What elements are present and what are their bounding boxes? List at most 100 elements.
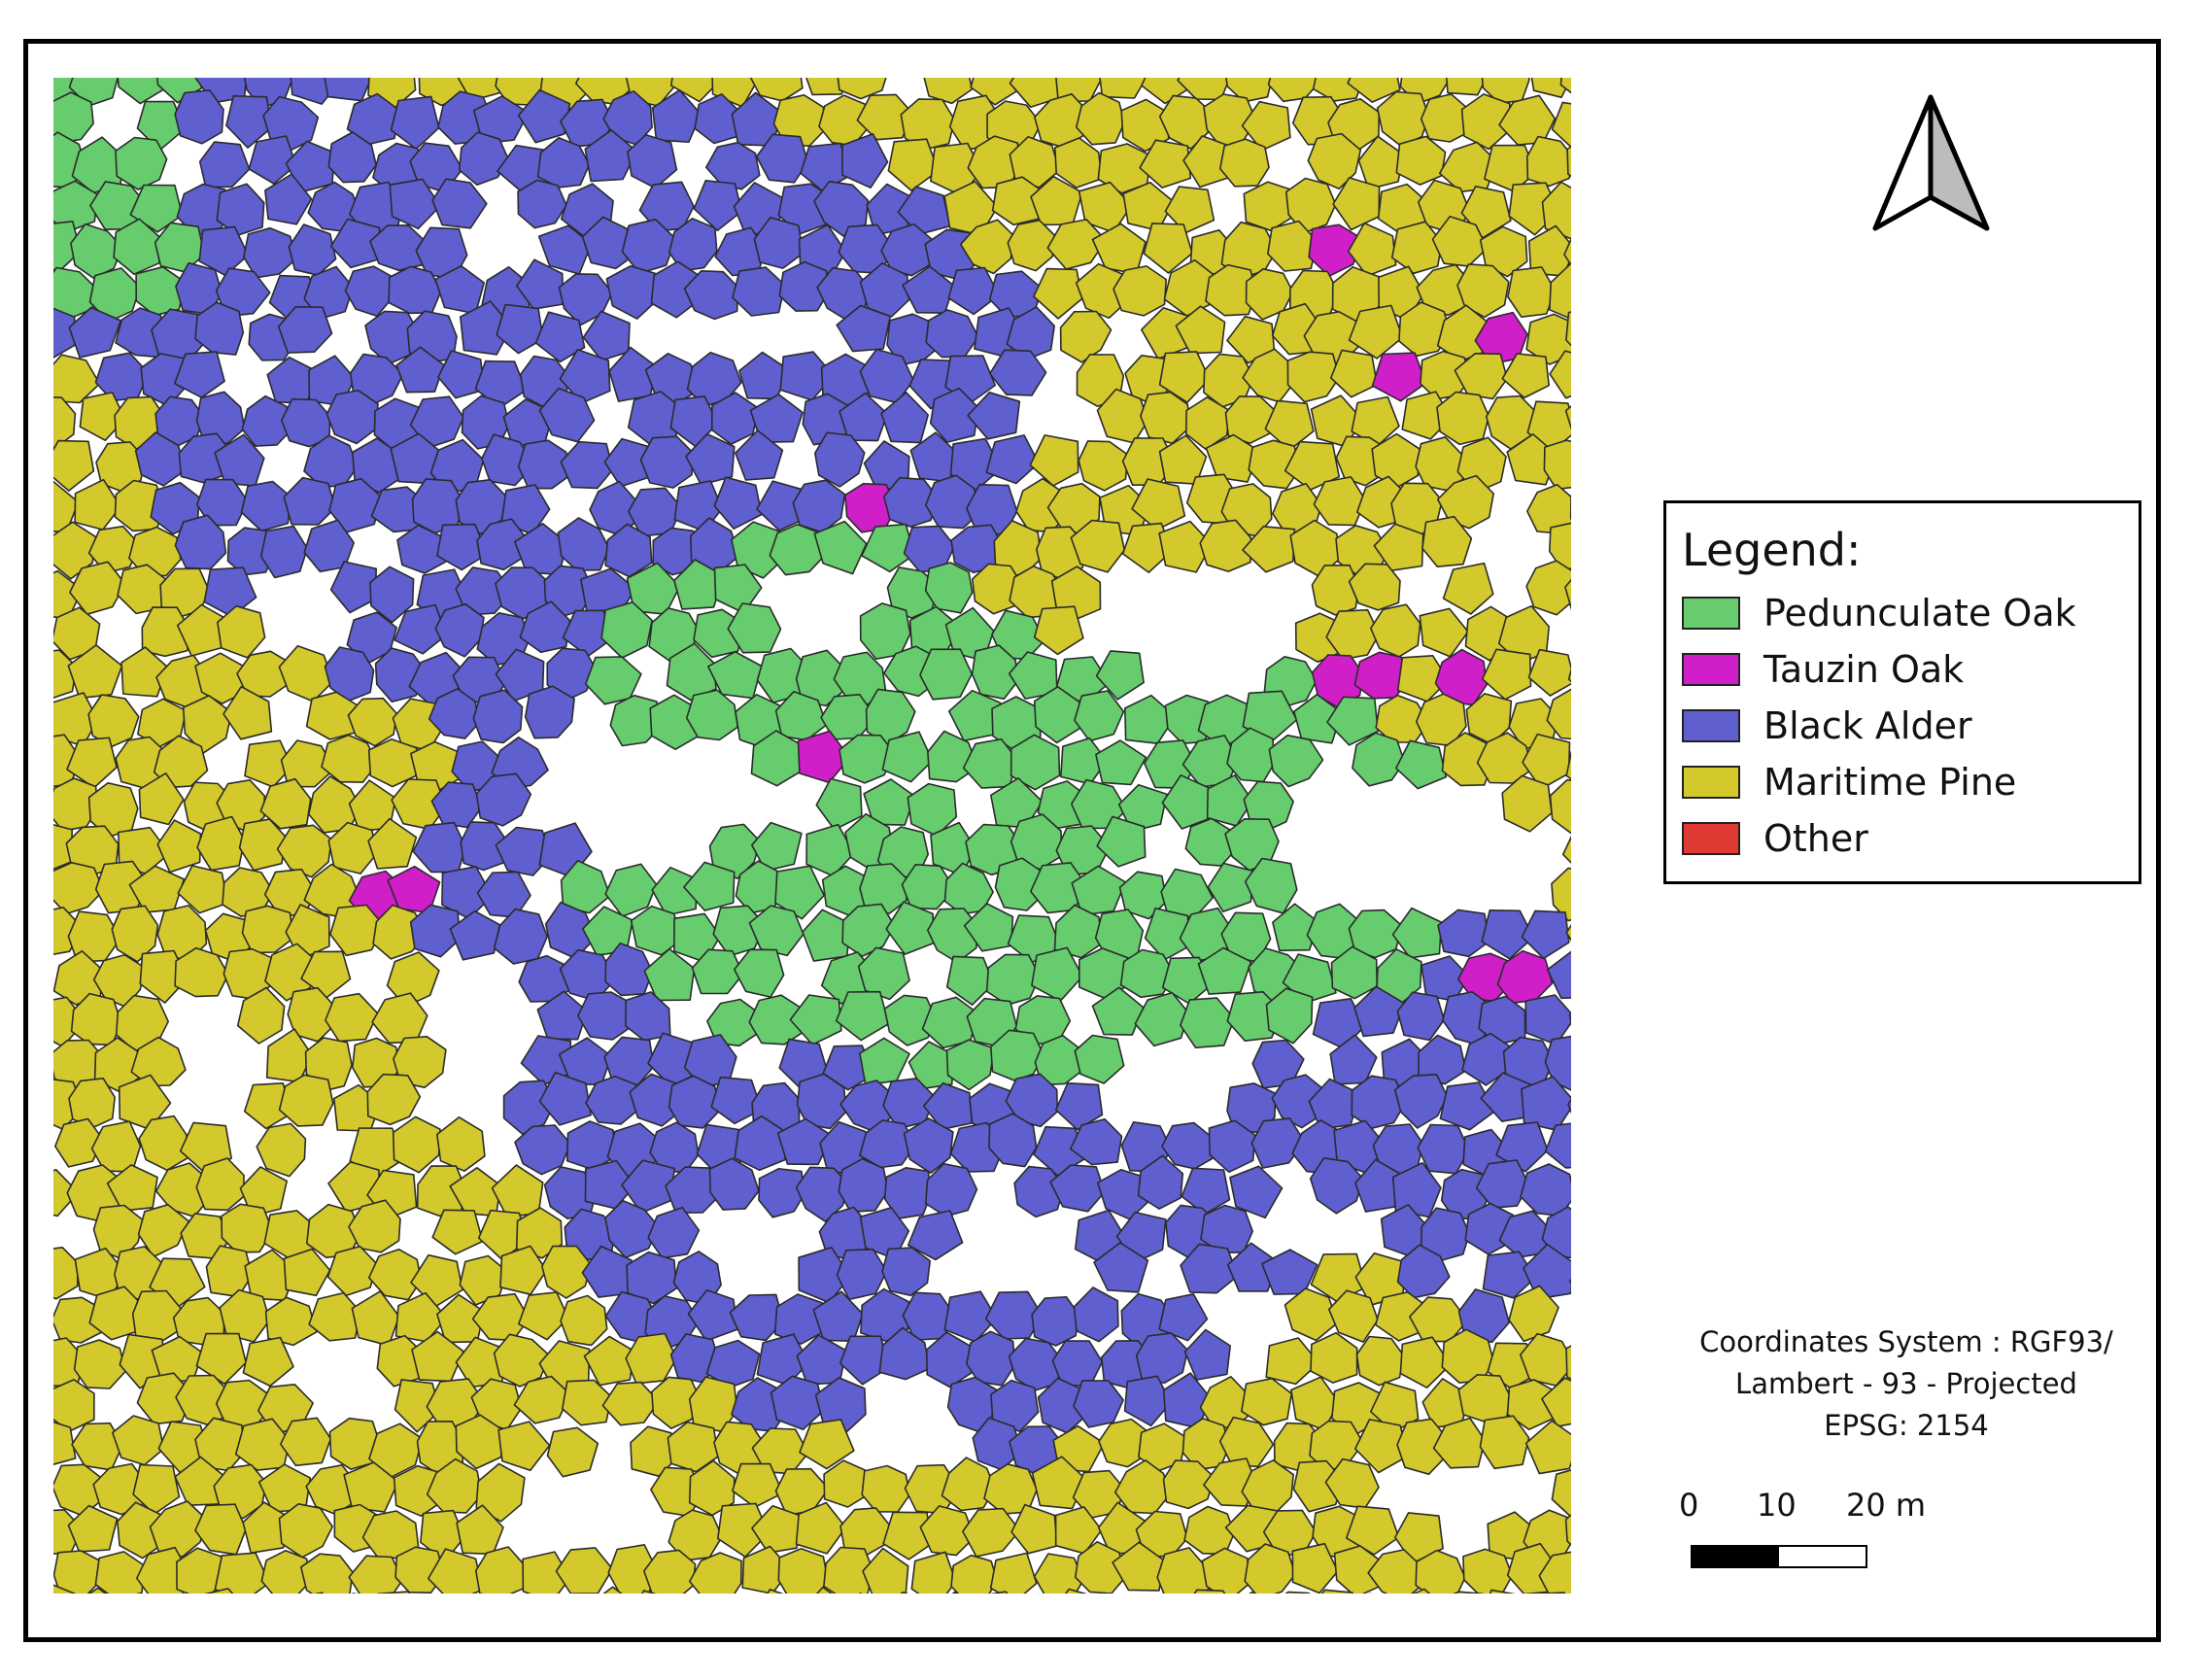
- tree-crown: [259, 777, 312, 830]
- tree-crown: [950, 1554, 999, 1594]
- tree-crown: [1265, 987, 1314, 1045]
- tree-crown: [1137, 1154, 1184, 1210]
- tree-crown: [605, 265, 659, 320]
- tree-crown: [604, 942, 654, 997]
- legend-label: Other: [1763, 817, 1868, 860]
- tree-crown: [812, 1290, 864, 1343]
- tree-crown: [236, 986, 286, 1045]
- tree-crown: [53, 569, 84, 620]
- tree-crown: [1267, 78, 1321, 103]
- tree-crown: [881, 1247, 932, 1297]
- tree-crown: [1549, 350, 1571, 399]
- tree-crown: [925, 1331, 974, 1389]
- tree-crown: [1075, 1541, 1128, 1594]
- tree-crown: [789, 994, 842, 1046]
- tree-crown: [367, 817, 418, 870]
- tree-crown: [538, 1071, 592, 1126]
- tree-crown: [641, 1590, 657, 1594]
- legend-item-pedunculate-oak: Pedunculate Oak: [1682, 585, 2139, 641]
- tree-crown: [861, 1464, 911, 1513]
- tree-crown: [642, 1549, 697, 1594]
- tree-crown: [602, 1586, 623, 1594]
- tree-crown: [1546, 950, 1571, 1000]
- tree-crown: [1060, 737, 1108, 785]
- tree-crown: [799, 1419, 855, 1470]
- tree-crown: [907, 782, 958, 838]
- tree-crown: [1507, 266, 1557, 318]
- tree-crown: [1454, 352, 1508, 400]
- legend: Legend: Pedunculate Oak Tauzin Oak Black…: [1663, 500, 2141, 884]
- tree-crown: [367, 737, 418, 788]
- tree-crown: [106, 1164, 158, 1212]
- tree-crown: [885, 901, 935, 955]
- scale-bar-graphic: [1691, 1545, 1867, 1568]
- tree-crown: [1481, 648, 1532, 701]
- tree-crown: [951, 1591, 959, 1594]
- tree-crown: [1396, 991, 1446, 1042]
- tree-crown: [1348, 563, 1401, 611]
- tree-crown: [1071, 865, 1126, 916]
- tree-crown: [1199, 519, 1252, 572]
- legend-item-maritime-pine: Maritime Pine: [1682, 754, 2139, 810]
- tree-crown: [223, 685, 273, 740]
- tree-crown: [1292, 1459, 1344, 1513]
- tree-crown: [435, 1116, 486, 1172]
- tree-crown: [74, 478, 121, 531]
- tree-crown: [1007, 219, 1056, 272]
- tree-crown: [688, 1552, 742, 1594]
- tree-crown: [1049, 1164, 1106, 1213]
- tree-crown: [472, 689, 524, 744]
- tree-crown: [1326, 696, 1379, 746]
- tree-crown: [53, 1247, 79, 1300]
- tree-crown: [195, 1332, 247, 1386]
- tree-crown: [1568, 1278, 1571, 1285]
- tree-crown: [369, 566, 415, 624]
- legend-label: Pedunculate Oak: [1763, 592, 2076, 634]
- tree-crown: [53, 1584, 77, 1594]
- legend-swatch: [1682, 597, 1740, 630]
- tree-crown: [880, 392, 930, 444]
- tree-crown: [1332, 177, 1381, 231]
- tree-crown: [314, 1592, 325, 1594]
- tree-crown-map[interactable]: [53, 78, 1571, 1594]
- tree-crown: [748, 994, 805, 1046]
- tree-crown: [882, 476, 940, 528]
- tree-crown: [348, 1555, 404, 1594]
- tree-crown: [923, 78, 974, 105]
- tree-crown: [329, 904, 386, 957]
- tree-crown: [651, 866, 699, 916]
- scale-label-20: 20 m: [1846, 1487, 1927, 1524]
- tree-crown: [1158, 434, 1208, 485]
- tree-crown: [1095, 739, 1147, 786]
- tree-crown: [1559, 78, 1571, 94]
- tree-crown: [639, 435, 694, 489]
- tree-crown: [555, 1547, 614, 1594]
- tree-crown: [1568, 1011, 1571, 1027]
- tree-crown: [710, 392, 760, 445]
- tree-crown: [1245, 268, 1294, 321]
- tree-crown: [685, 432, 736, 486]
- tree-crown: [256, 1122, 307, 1178]
- tree-crown: [431, 1209, 484, 1255]
- tree-crown: [796, 1073, 848, 1130]
- tree-crown: [248, 135, 297, 185]
- tree-crown: [493, 908, 549, 965]
- tree-crown: [156, 819, 202, 874]
- tree-crown: [1033, 605, 1084, 656]
- tree-crown: [627, 133, 678, 189]
- tree-crown: [1353, 651, 1410, 700]
- tree-crown: [53, 1550, 102, 1594]
- map-area[interactable]: [53, 78, 1571, 1594]
- tree-crown: [305, 1203, 361, 1258]
- tree-crown: [377, 1591, 411, 1594]
- tree-crown: [476, 518, 527, 571]
- tree-crown: [203, 566, 257, 618]
- tree-crown: [988, 1113, 1038, 1168]
- tree-crown: [734, 1114, 786, 1172]
- tree-crown: [985, 953, 1041, 1007]
- tree-crown: [53, 354, 101, 404]
- tree-crown: [582, 310, 631, 361]
- tree-crown: [1054, 1506, 1103, 1555]
- tree-crown: [1162, 1459, 1215, 1510]
- tree-crown: [1563, 237, 1571, 267]
